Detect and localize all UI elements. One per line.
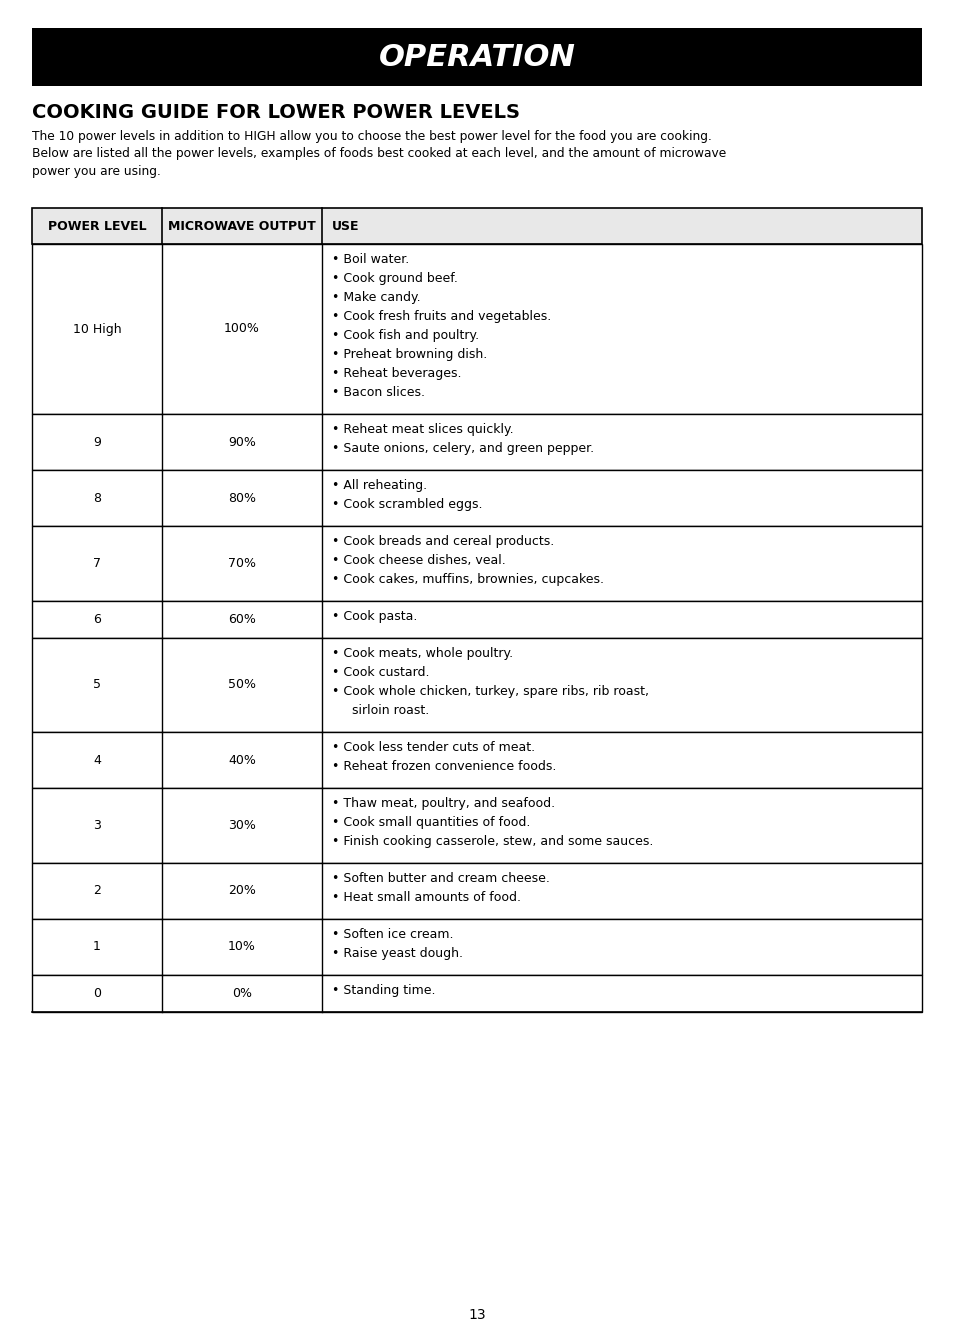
Text: • Cook small quantities of food.: • Cook small quantities of food.	[332, 816, 530, 829]
Text: 70%: 70%	[228, 557, 255, 570]
Text: 2: 2	[93, 884, 101, 898]
Text: 10%: 10%	[228, 941, 255, 954]
Text: POWER LEVEL: POWER LEVEL	[48, 220, 146, 232]
Text: • Cook scrambled eggs.: • Cook scrambled eggs.	[332, 498, 482, 511]
Text: 1: 1	[93, 941, 101, 954]
Text: USE: USE	[332, 220, 359, 232]
Text: • Reheat meat slices quickly.: • Reheat meat slices quickly.	[332, 423, 513, 436]
Text: sirloin roast.: sirloin roast.	[344, 705, 429, 717]
Text: • Cook pasta.: • Cook pasta.	[332, 611, 416, 623]
Text: • Cook cakes, muffins, brownies, cupcakes.: • Cook cakes, muffins, brownies, cupcake…	[332, 573, 603, 586]
Bar	[32, 244, 921, 413]
Bar	[32, 413, 921, 470]
Text: 4: 4	[93, 753, 101, 766]
Bar	[32, 731, 921, 788]
Text: • Cook custard.: • Cook custard.	[332, 666, 429, 679]
Text: • Reheat beverages.: • Reheat beverages.	[332, 366, 461, 380]
Text: • Cook ground beef.: • Cook ground beef.	[332, 272, 457, 285]
Text: 50%: 50%	[228, 679, 255, 691]
Text: • Cook less tender cuts of meat.: • Cook less tender cuts of meat.	[332, 741, 535, 754]
Bar	[32, 976, 921, 1012]
Text: 8: 8	[92, 491, 101, 505]
Text: • Cook whole chicken, turkey, spare ribs, rib roast,: • Cook whole chicken, turkey, spare ribs…	[332, 684, 648, 698]
Text: The 10 power levels in addition to HIGH allow you to choose the best power level: The 10 power levels in addition to HIGH …	[32, 130, 725, 178]
Text: 3: 3	[93, 819, 101, 832]
Text: • Preheat browning dish.: • Preheat browning dish.	[332, 348, 487, 361]
Text: • Cook fresh fruits and vegetables.: • Cook fresh fruits and vegetables.	[332, 310, 551, 323]
Text: • Cook breads and cereal products.: • Cook breads and cereal products.	[332, 535, 554, 548]
Text: • Soften butter and cream cheese.: • Soften butter and cream cheese.	[332, 872, 549, 884]
Text: • Soften ice cream.: • Soften ice cream.	[332, 929, 453, 941]
Bar	[32, 863, 921, 919]
Text: 40%: 40%	[228, 753, 255, 766]
Text: • Cook cheese dishes, veal.: • Cook cheese dishes, veal.	[332, 554, 505, 568]
Text: • All reheating.: • All reheating.	[332, 479, 427, 493]
Bar	[32, 208, 921, 244]
Text: 60%: 60%	[228, 613, 255, 625]
Text: MICROWAVE OUTPUT: MICROWAVE OUTPUT	[168, 220, 315, 232]
Bar	[32, 526, 921, 601]
Text: • Reheat frozen convenience foods.: • Reheat frozen convenience foods.	[332, 760, 556, 773]
Bar	[32, 601, 921, 637]
Text: 100%: 100%	[224, 322, 259, 336]
Bar	[32, 919, 921, 976]
Bar	[32, 788, 921, 863]
Text: • Finish cooking casserole, stew, and some sauces.: • Finish cooking casserole, stew, and so…	[332, 835, 653, 848]
Text: 13: 13	[468, 1308, 485, 1322]
Text: • Standing time.: • Standing time.	[332, 984, 435, 997]
Text: 90%: 90%	[228, 436, 255, 448]
Text: 80%: 80%	[228, 491, 255, 505]
Text: • Heat small amounts of food.: • Heat small amounts of food.	[332, 891, 520, 905]
Text: 10 High: 10 High	[72, 322, 121, 336]
Text: OPERATION: OPERATION	[378, 43, 575, 71]
Text: • Thaw meat, poultry, and seafood.: • Thaw meat, poultry, and seafood.	[332, 797, 555, 811]
Text: 20%: 20%	[228, 884, 255, 898]
Text: • Cook fish and poultry.: • Cook fish and poultry.	[332, 329, 478, 342]
Text: • Saute onions, celery, and green pepper.: • Saute onions, celery, and green pepper…	[332, 442, 594, 455]
Text: 7: 7	[92, 557, 101, 570]
Text: • Boil water.: • Boil water.	[332, 254, 409, 266]
Text: • Bacon slices.: • Bacon slices.	[332, 386, 424, 399]
Text: • Raise yeast dough.: • Raise yeast dough.	[332, 947, 462, 960]
Bar	[32, 470, 921, 526]
Text: COOKING GUIDE FOR LOWER POWER LEVELS: COOKING GUIDE FOR LOWER POWER LEVELS	[32, 103, 519, 122]
Bar	[32, 637, 921, 731]
Text: 0%: 0%	[232, 986, 252, 1000]
Text: 30%: 30%	[228, 819, 255, 832]
Text: 6: 6	[93, 613, 101, 625]
Text: 0: 0	[92, 986, 101, 1000]
Text: 5: 5	[92, 679, 101, 691]
Bar	[32, 28, 921, 86]
Text: 9: 9	[93, 436, 101, 448]
Text: • Cook meats, whole poultry.: • Cook meats, whole poultry.	[332, 647, 513, 660]
Text: • Make candy.: • Make candy.	[332, 291, 420, 305]
